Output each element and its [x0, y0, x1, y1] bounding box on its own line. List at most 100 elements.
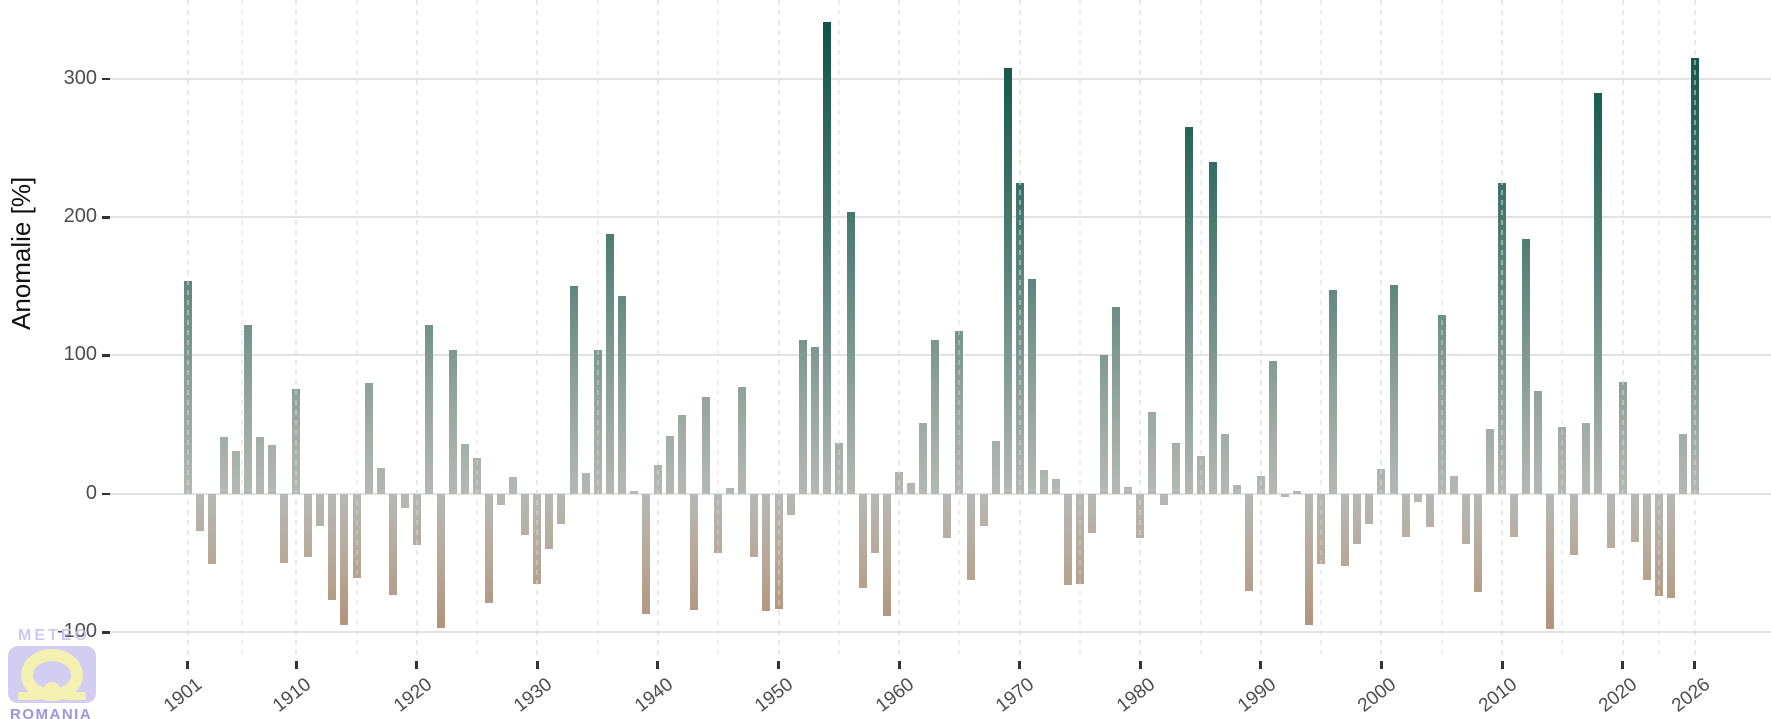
- bar-1933: [569, 286, 578, 494]
- bar-1975: [1075, 493, 1084, 584]
- bar-1905: [231, 450, 240, 494]
- y-tick-label-300: 300: [63, 66, 97, 89]
- y-tick-label-0: 0: [85, 481, 97, 504]
- bar-1989: [1244, 493, 1253, 591]
- y-tick-mark-0: [102, 492, 110, 496]
- bar-1904: [219, 437, 228, 494]
- bar-1996: [1329, 290, 1338, 494]
- v-gridline-1970: [1018, 0, 1021, 659]
- bar-1909: [280, 493, 289, 563]
- bar-2001: [1389, 284, 1398, 494]
- bar-1914: [340, 493, 349, 626]
- bar-1934: [581, 473, 590, 494]
- x-tick-mark-2026: [1693, 661, 1697, 669]
- bar-1916: [364, 383, 373, 494]
- x-tick-mark-2020: [1621, 661, 1625, 669]
- bar-1953: [810, 347, 819, 494]
- bar-1966: [967, 493, 976, 580]
- bar-2012: [1522, 239, 1531, 494]
- bar-1923: [448, 349, 457, 494]
- bar-1997: [1341, 493, 1350, 566]
- bar-1937: [617, 295, 626, 494]
- bar-1979: [1124, 486, 1133, 494]
- v-gridline-1990: [1259, 0, 1262, 659]
- bar-2019: [1606, 493, 1615, 548]
- x-tick-label-2000: 2000: [1354, 674, 1401, 717]
- bar-1972: [1039, 470, 1048, 494]
- x-tick-mark-1980: [1138, 661, 1142, 669]
- x-tick-mark-1930: [535, 661, 539, 669]
- v-gridline-2000: [1380, 0, 1383, 659]
- y-axis-title: Anomalie [%]: [6, 176, 36, 330]
- x-tick-mark-1970: [1018, 661, 1022, 669]
- bar-1968: [991, 441, 1000, 494]
- bar-2025: [1678, 434, 1687, 494]
- v-gridline-1920: [415, 0, 418, 659]
- bar-1919: [400, 493, 409, 508]
- bar-1947: [738, 387, 747, 494]
- bar-2024: [1666, 493, 1675, 598]
- bar-1962: [919, 423, 928, 494]
- bar-1935: [593, 349, 602, 494]
- x-tick-label-1980: 1980: [1112, 674, 1160, 717]
- bar-1971: [1027, 279, 1036, 494]
- bar-1927: [497, 493, 506, 505]
- bar-2008: [1473, 493, 1482, 593]
- h-gridline-200: [110, 216, 1771, 219]
- bar-1991: [1268, 360, 1277, 494]
- bar-1983: [1172, 442, 1181, 494]
- bar-1974: [1063, 493, 1072, 586]
- bar-1967: [979, 493, 988, 526]
- bar-1922: [436, 493, 445, 628]
- v-gridline-1930: [536, 0, 539, 659]
- bar-1924: [461, 443, 470, 494]
- h-gridline--100: [110, 631, 1771, 634]
- bar-2006: [1449, 475, 1458, 494]
- y-tick-mark-300: [102, 77, 110, 81]
- bar-2021: [1630, 493, 1639, 543]
- bar-1993: [1293, 491, 1302, 494]
- y-tick-label-200: 200: [63, 205, 97, 228]
- x-tick-mark-1950: [777, 661, 781, 669]
- bar-1995: [1317, 493, 1326, 565]
- bar-1903: [207, 493, 216, 565]
- bar-2015: [1558, 427, 1567, 494]
- x-tick-label-1920: 1920: [389, 674, 436, 717]
- bar-1931: [545, 493, 554, 550]
- bar-1958: [871, 493, 879, 554]
- bar-1957: [858, 493, 867, 588]
- bar-1951: [786, 493, 795, 515]
- x-tick-label-2026: 2026: [1667, 674, 1714, 717]
- x-tick-label-2010: 2010: [1474, 674, 1521, 717]
- bar-1907: [256, 437, 265, 494]
- x-tick-mark-1920: [415, 661, 419, 669]
- bar-1948: [750, 493, 759, 558]
- bar-1956: [846, 211, 855, 494]
- bar-1977: [1100, 355, 1109, 494]
- h-gridline-0: [110, 492, 1771, 495]
- x-tick-mark-1910: [294, 661, 298, 669]
- bar-1929: [521, 493, 530, 536]
- v-minor-gridline-1935: [596, 0, 599, 659]
- emblem-foot-left: [18, 692, 40, 700]
- bar-1944: [702, 396, 711, 494]
- bar-1992: [1280, 493, 1289, 497]
- bar-1987: [1220, 434, 1229, 494]
- bar-2013: [1534, 391, 1543, 494]
- bar-1913: [328, 493, 337, 601]
- x-tick-label-1960: 1960: [871, 674, 919, 717]
- bar-1906: [243, 325, 252, 494]
- bar-2022: [1642, 493, 1651, 580]
- bar-1954: [822, 22, 831, 494]
- bar-1965: [955, 330, 964, 494]
- bar-1978: [1112, 307, 1121, 494]
- h-gridline-100: [110, 354, 1771, 357]
- bar-1952: [798, 340, 807, 494]
- bar-1902: [195, 493, 204, 532]
- y-tick-label--100: -100: [56, 620, 97, 643]
- emblem-foot-right: [64, 692, 86, 700]
- bar-1984: [1184, 127, 1193, 494]
